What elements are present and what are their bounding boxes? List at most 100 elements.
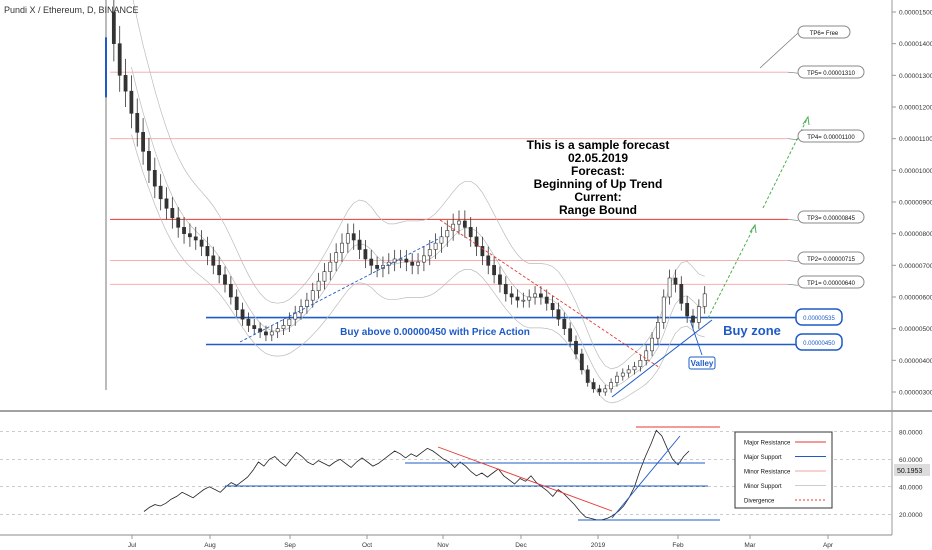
candle xyxy=(445,230,450,238)
tp4-label-box xyxy=(797,129,865,143)
valley-box xyxy=(688,356,716,370)
legend-entry: Major Resistance xyxy=(744,441,791,447)
candle xyxy=(240,309,245,320)
tp2-label: TP2= 0.00000715 xyxy=(807,257,856,263)
y-tick-label: 0.00001300 xyxy=(899,73,932,80)
candle xyxy=(416,261,420,266)
candle xyxy=(357,239,362,250)
buy-zone-label: Buy zone xyxy=(723,323,781,338)
y-tick-label: 0.00000500 xyxy=(899,326,932,333)
chart-title: Pundi X / Ethereum, D, BINANCE xyxy=(4,5,139,15)
target-connector xyxy=(787,260,799,262)
candle xyxy=(638,360,643,367)
indicator-current-tag xyxy=(894,464,930,476)
x-tick-label: Feb xyxy=(672,542,684,549)
candle xyxy=(661,296,666,323)
lower-band xyxy=(131,134,705,404)
candle xyxy=(217,265,222,276)
projection-arrow-1 xyxy=(707,224,756,319)
candle xyxy=(597,388,602,393)
forecast-line-6: Range Bound xyxy=(559,203,637,217)
candle xyxy=(363,249,368,260)
candle xyxy=(655,322,660,339)
candle xyxy=(287,318,292,326)
candle xyxy=(129,90,134,114)
candle xyxy=(691,315,695,323)
candle xyxy=(188,233,192,238)
target-connector xyxy=(787,71,799,74)
candle xyxy=(164,198,169,209)
x-tick-label: Dec xyxy=(515,542,527,549)
tp5-label: TP5= 0.00001310 xyxy=(807,71,856,77)
uptrend-dashed xyxy=(239,237,441,343)
candle xyxy=(427,249,432,257)
y-tick-label: 0.00001200 xyxy=(899,105,932,112)
candle xyxy=(521,299,526,302)
candle xyxy=(615,375,619,383)
candle xyxy=(328,261,333,272)
candle xyxy=(451,223,456,231)
upper-band xyxy=(132,0,705,370)
indicator-current-value: 50.1953 xyxy=(897,468,922,475)
buy-above-text: Buy above 0.00000450 with Price Action xyxy=(340,327,530,338)
candle xyxy=(421,255,426,263)
candle xyxy=(439,236,444,244)
candle xyxy=(281,325,286,329)
indicator-tick-label: 20.0000 xyxy=(899,512,923,519)
y-tick-label: 0.00001500 xyxy=(899,10,932,17)
target-connector xyxy=(787,219,799,221)
candle xyxy=(404,258,409,263)
candle xyxy=(322,271,327,282)
y-tick-label: 0.00000900 xyxy=(899,200,932,207)
x-tick-label: Jul xyxy=(128,542,137,549)
projection-arrow-1-head xyxy=(749,223,757,234)
x-tick-label: Nov xyxy=(437,542,449,549)
forecast-line-1: This is a sample forecast xyxy=(527,138,670,152)
candle xyxy=(544,296,549,304)
candle xyxy=(111,11,116,44)
history-marker xyxy=(105,37,107,98)
candle xyxy=(199,239,204,247)
candle xyxy=(223,274,227,285)
candle xyxy=(509,293,514,298)
tp1-label-box xyxy=(797,275,865,289)
legend-entry: Minor Resistance xyxy=(744,470,791,476)
candle xyxy=(579,353,584,371)
candle xyxy=(673,277,678,285)
candle xyxy=(574,341,578,355)
indicator-resistance-trend xyxy=(437,446,613,512)
tp1-label: TP1= 0.00000640 xyxy=(807,281,856,287)
indicator-tick-label: 60.0000 xyxy=(899,457,923,464)
projection-arrow-2-head xyxy=(802,115,810,126)
candle xyxy=(334,252,339,263)
x-tick-label: Mar xyxy=(744,542,756,549)
y-tick-label: 0.00001100 xyxy=(899,136,932,143)
legend-entry: Minor Support xyxy=(744,484,782,490)
x-tick-label: Apr xyxy=(823,542,834,549)
candle xyxy=(158,185,163,200)
candle xyxy=(527,296,532,301)
tp2-label-box xyxy=(797,251,865,265)
tp5-label-box xyxy=(797,65,865,79)
candle xyxy=(585,369,590,383)
y-tick-label: 0.00001400 xyxy=(899,41,932,48)
candle xyxy=(433,242,438,250)
forecast-line-5: Current: xyxy=(574,190,621,204)
legend-entry: Divergence xyxy=(744,499,775,505)
target-connector xyxy=(787,283,799,286)
tp4-label: TP4= 0.00001100 xyxy=(807,135,855,141)
candle xyxy=(375,265,380,269)
candle xyxy=(533,293,537,298)
candle xyxy=(468,227,473,238)
candle xyxy=(252,325,257,329)
tp6-label-box xyxy=(797,25,851,39)
zone-bottom-label: 0.00000450 xyxy=(803,341,835,347)
valley-label: Valley xyxy=(691,359,714,368)
zone-top-label-box xyxy=(795,308,843,326)
candle xyxy=(679,284,684,304)
candle xyxy=(620,372,625,377)
candle xyxy=(193,236,198,241)
zone-bottom-label-box xyxy=(795,333,843,351)
